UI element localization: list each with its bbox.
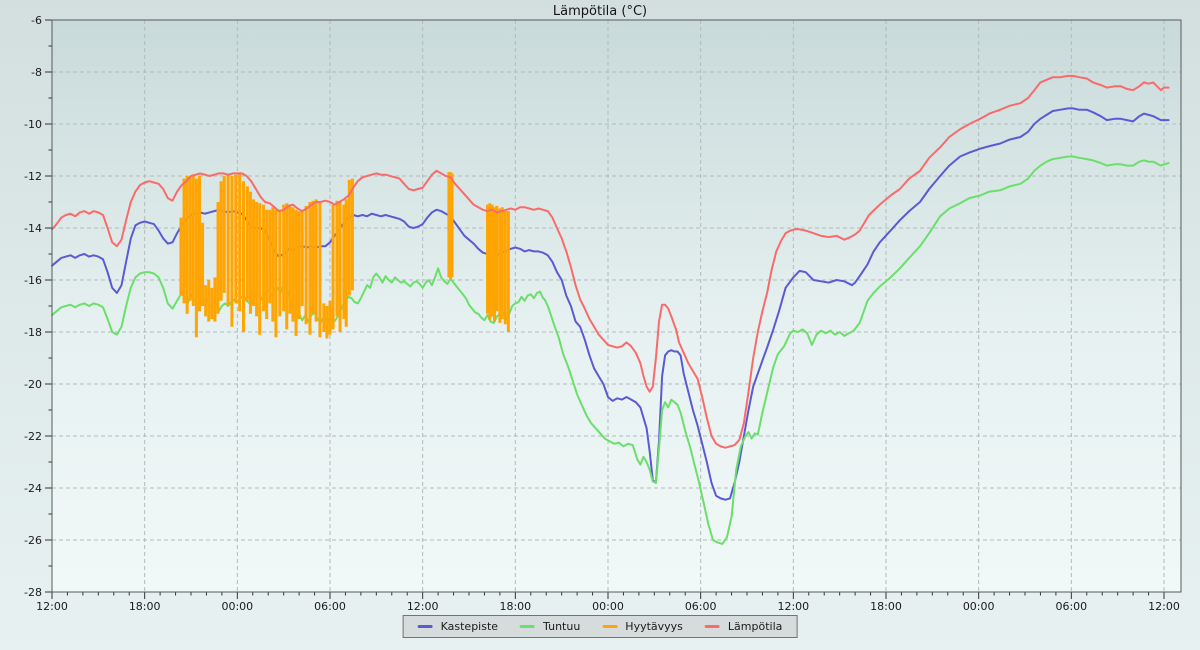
kastepiste-line-swatch (417, 625, 433, 628)
y-tick-label: -14 (24, 222, 42, 235)
legend-label-tuntuu: Tuntuu (543, 620, 581, 633)
y-tick-label: -28 (24, 586, 42, 599)
lampotila-line-swatch (704, 625, 720, 628)
x-tick-label: 12:00 (1148, 600, 1180, 613)
y-tick-label: -8 (31, 66, 42, 79)
y-tick-label: -24 (24, 482, 42, 495)
chart-legend: Kastepiste Tuntuu Hyytävyys Lämpötila (402, 615, 798, 638)
x-tick-label: 06:00 (314, 600, 346, 613)
x-tick-label: 12:00 (36, 600, 68, 613)
legend-label-kastepiste: Kastepiste (440, 620, 499, 633)
chart-title: Lämpötila (°C) (552, 4, 648, 19)
x-tick-label: 12:00 (777, 600, 809, 613)
x-tick-label: 18:00 (129, 600, 161, 613)
x-tick-label: 06:00 (1055, 600, 1087, 613)
legend-item-hyytavyys: Hyytävyys (602, 620, 683, 633)
legend-label-hyytavyys: Hyytävyys (625, 620, 683, 633)
y-tick-label: -22 (24, 430, 42, 443)
x-tick-label: 18:00 (870, 600, 902, 613)
x-tick-label: 00:00 (221, 600, 253, 613)
y-tick-label: -20 (24, 378, 42, 391)
y-tick-label: -6 (31, 14, 42, 27)
x-tick-label: 00:00 (963, 600, 995, 613)
legend-item-tuntuu: Tuntuu (520, 620, 580, 633)
plot-frame (51, 19, 1182, 593)
y-tick-label: -18 (24, 326, 42, 339)
x-tick-label: 00:00 (592, 600, 624, 613)
legend-label-lampotila: Lämpötila (727, 620, 783, 633)
series-hyytavyys-spikes (179, 172, 510, 339)
x-tick-label: 18:00 (499, 600, 531, 613)
y-tick-label: -10 (24, 118, 42, 131)
hyytavyys-line-swatch (602, 625, 618, 628)
y-tick-label: -16 (24, 274, 42, 287)
y-tick-label: -26 (24, 534, 42, 547)
x-tick-label: 06:00 (685, 600, 717, 613)
y-tick-label: -12 (24, 170, 42, 183)
series-kastepiste-line (51, 107, 1170, 501)
series-lampotila-line (51, 74, 1170, 449)
legend-item-kastepiste: Kastepiste (417, 620, 499, 633)
axis-ticks (45, 19, 1165, 599)
gridlines (52, 20, 1181, 592)
x-tick-label: 12:00 (407, 600, 439, 613)
tuntuu-line-swatch (520, 625, 536, 628)
legend-item-lampotila: Lämpötila (704, 620, 783, 633)
